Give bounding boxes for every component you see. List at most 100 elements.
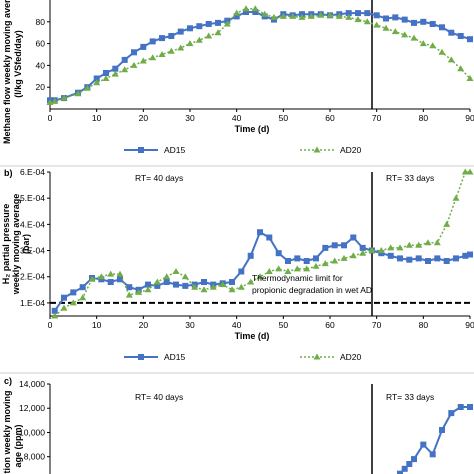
panel-a-ad15-point xyxy=(383,15,389,22)
panel-b-legend-ad15-label: AD15 xyxy=(164,352,186,362)
panel-b-ad15-point xyxy=(51,307,58,314)
panel-c-y-tick-label: 12,000 xyxy=(19,403,45,413)
panel-a-ad20-point xyxy=(298,13,306,20)
panel-b-ad20-point xyxy=(293,265,301,272)
panel-a-x-tick-label: 50 xyxy=(279,113,289,123)
panel-a-ad20-point xyxy=(391,28,399,35)
panel-c-ad15-point xyxy=(397,470,403,474)
panel-b-ad20-point xyxy=(284,268,292,274)
panel-c-y-axis-label-2: age (ppm) xyxy=(13,424,23,467)
panel-b-legend-ad20-marker xyxy=(313,353,321,360)
panel-b-ad20-point xyxy=(443,220,451,227)
panel-a-ad20-point xyxy=(373,21,381,28)
panel-b-ad15-point xyxy=(61,294,67,301)
panel-c-ad15-point xyxy=(429,451,436,458)
panel-b-ad15-point xyxy=(70,289,77,296)
panel-a-ad20-point xyxy=(382,24,390,31)
panel-a-y-tick-label: 60 xyxy=(36,39,46,49)
panel-b-ad20-point xyxy=(125,291,133,298)
panel-a-ad20-point xyxy=(345,13,353,20)
panel-a-ad15-point xyxy=(401,16,408,23)
panel-b-ad15-point xyxy=(294,255,301,262)
panel-b-ad20-point xyxy=(88,275,96,282)
panel-b-ad20-point xyxy=(396,244,404,251)
panel-b-rt-label-left: RT= 40 days xyxy=(135,173,183,183)
panel-b-x-tick-label: 30 xyxy=(185,320,195,330)
panel-a-ad15-point xyxy=(411,19,417,26)
panel-b-ad20-point xyxy=(387,244,395,251)
panel-b-ad15-point xyxy=(182,282,189,289)
panel-c-rt-label-right: RT= 33 days xyxy=(386,392,434,402)
panel-a-ad20-point xyxy=(419,40,427,47)
panel-a-ad20-point xyxy=(139,57,147,64)
panel-b-x-tick-label: 90 xyxy=(465,320,474,330)
panel-b-ad15-point xyxy=(98,276,105,283)
panel-b-ad20-point xyxy=(144,286,152,293)
panel-b-x-tick-label: 10 xyxy=(92,320,102,330)
panel-b-ad20-point xyxy=(60,304,68,311)
panel-a-y-axis-label-1: Methane flow weekly moving average xyxy=(2,0,12,144)
panel-a-ad15-point xyxy=(439,24,445,31)
panel-b-ad20-point xyxy=(340,254,348,261)
panel-b-threshold-annotation-2: propionic degradation in wet AD xyxy=(252,285,372,295)
panel-b-ad20-point xyxy=(349,252,357,259)
panel-b-x-tick-label: 60 xyxy=(325,320,335,330)
panel-a-ad20-point xyxy=(447,56,455,63)
panel-b-ad20-point xyxy=(153,278,161,285)
panel-b-ad15-point xyxy=(331,242,338,249)
panel-a-ad20-point xyxy=(102,75,110,81)
panel-a-ad20-point xyxy=(242,5,250,12)
panel-a-ad15-point xyxy=(243,9,249,15)
panel-b-ad15-point xyxy=(341,242,347,249)
panel-c-y-axis-label-1: tion weekly moving xyxy=(2,390,12,473)
panel-a-ad20-point xyxy=(270,13,278,20)
panel-a-ad20-point xyxy=(410,34,418,41)
panel-b-ad15-point xyxy=(79,284,86,291)
panel-a-ad15-point xyxy=(205,21,212,27)
panel-b-ad15-point xyxy=(126,284,133,291)
panel-b-ad20-point xyxy=(247,278,255,285)
panel-a-legend-ad15-marker xyxy=(138,147,144,153)
panel-a-ad15-point xyxy=(457,33,464,39)
panel-c-y-tick-label: 10,000 xyxy=(19,427,45,437)
panel-b-ad15-point xyxy=(173,281,179,288)
panel-a-ad15-point xyxy=(168,33,175,39)
panel-b-ad20-point xyxy=(69,299,77,306)
panel-b-ad15-point xyxy=(359,244,366,251)
panel-a-ad15-point xyxy=(420,18,427,25)
panel-c-ad15-point xyxy=(401,465,408,472)
panel-b-x-tick-label: 80 xyxy=(419,320,429,330)
panel-b-x-tick-label: 40 xyxy=(232,320,242,330)
panel-b-ad20-point xyxy=(107,270,115,277)
panel-b-ad20-point xyxy=(256,273,264,280)
panel-a-y-tick-label: 80 xyxy=(36,17,46,27)
panel-a-x-axis-label: Time (d) xyxy=(235,124,270,134)
panel-a-ad20-point xyxy=(121,66,129,73)
panel-a-ad20-point xyxy=(466,75,474,81)
panel-a-y-tick-label: 20 xyxy=(36,82,46,92)
panel-a-ad20-point xyxy=(177,44,185,51)
panel-a-x-tick-label: 0 xyxy=(48,113,53,123)
panel-a-ad20-point xyxy=(149,54,157,61)
panel-b-x-tick-label: 50 xyxy=(279,320,289,330)
panel-a-ad20-point xyxy=(167,47,175,54)
panel-a-ad20-point xyxy=(401,31,409,38)
panel-a-ad20-point xyxy=(279,12,287,19)
panel-a-ad20-point xyxy=(51,97,59,104)
panel-a-x-tick-label: 70 xyxy=(372,113,382,123)
panel-b-ad20-point xyxy=(424,239,432,246)
panel-b-series-ad20-line xyxy=(54,171,470,317)
panel-a-ad20-point xyxy=(111,70,119,77)
panel-b-x-axis-label: Time (d) xyxy=(235,331,270,341)
panel-b-ad15-point xyxy=(229,279,235,285)
panel-a-ad15-point xyxy=(187,25,193,32)
panel-b-ad15-point xyxy=(397,255,403,262)
panel-c-ad15-point xyxy=(439,427,445,433)
panel-a-ad15-point xyxy=(392,14,399,21)
panel-a-ad15-point xyxy=(121,56,128,63)
panel-b-ad20-point xyxy=(377,247,385,253)
panel-a-ad15-point xyxy=(196,23,203,30)
panel-b-ad20-point xyxy=(219,281,227,288)
panel-a-ad20-point xyxy=(83,84,91,91)
